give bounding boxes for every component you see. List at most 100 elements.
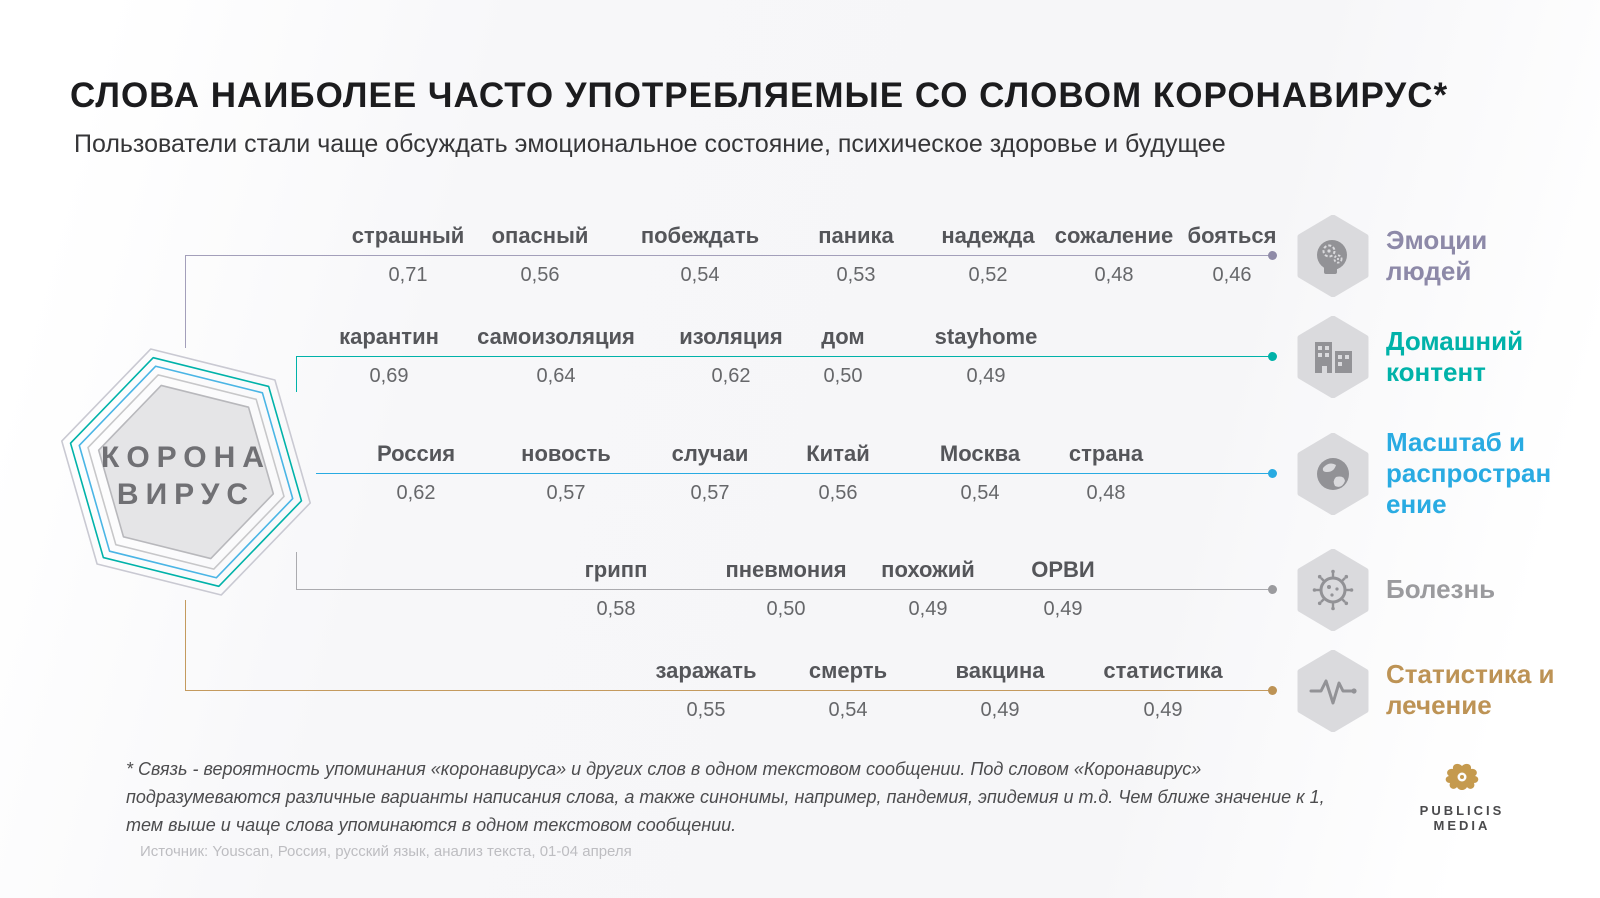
word-label: Китай	[806, 441, 870, 466]
word-item: статистика 0,49	[1103, 658, 1223, 722]
word-label: страна	[1068, 441, 1144, 466]
lion-ornament-icon	[1445, 763, 1479, 790]
publicis-media-logo: PUBLICIS MEDIA	[1402, 760, 1522, 833]
word-item: Китай 0,56	[806, 441, 870, 505]
word-label: похожий	[881, 557, 975, 582]
connector-dot-stats	[1268, 686, 1277, 695]
word-label: вакцина	[955, 658, 1045, 683]
emotions-head-gears-icon	[1297, 215, 1369, 297]
word-label: грипп	[584, 557, 648, 582]
word-value: 0,56	[520, 264, 560, 286]
word-value: 0,49	[1143, 699, 1183, 721]
badge-text-top: КОРОНА	[101, 441, 271, 474]
virus-icon	[1297, 549, 1369, 631]
logo-line1: PUBLICIS	[1419, 803, 1505, 818]
word-item: ОРВИ 0,49	[1031, 558, 1095, 621]
word-item: заражать 0,55	[655, 658, 757, 722]
page-title: СЛОВА НАИБОЛЕЕ ЧАСТО УПОТРЕБЛЯЕМЫЕ СО СЛ…	[70, 76, 1449, 115]
footnote: * Связь - вероятность упоминания «корона…	[126, 759, 1325, 835]
word-item: грипп 0,58	[584, 557, 648, 621]
category-label-disease: Болезнь	[1386, 573, 1496, 604]
page-subtitle: Пользователи стали чаще обсуждать эмоцио…	[74, 130, 1226, 158]
word-item: самоизоляция 0,64	[477, 325, 635, 388]
coronavirus-hexagon-badge: КОРОНА ВИРУС	[61, 348, 311, 596]
word-value: 0,49	[966, 365, 1006, 387]
word-item: похожий 0,49	[881, 557, 975, 621]
category-label-home: Домашний контент	[1386, 326, 1524, 387]
word-label: Москва	[939, 441, 1021, 466]
word-label: stayhome	[934, 324, 1038, 349]
word-label: пневмония	[725, 557, 847, 582]
connector-line-scale	[316, 473, 1272, 474]
word-label: случаи	[671, 441, 749, 466]
word-label: паника	[818, 223, 894, 248]
word-value: 0,57	[546, 482, 586, 504]
word-label: сожаление	[1054, 223, 1174, 248]
connector-vertical-emotions	[185, 255, 186, 348]
connector-line-emotions	[185, 255, 1272, 256]
word-item: вакцина 0,49	[955, 658, 1045, 722]
word-label: надежда	[941, 223, 1035, 248]
word-row-disease: грипп 0,58 пневмония 0,50 похожий 0,49 О…	[0, 558, 1600, 638]
word-value: 0,62	[711, 365, 751, 387]
home-buildings-icon	[1297, 316, 1369, 398]
word-value: 0,62	[396, 482, 436, 504]
word-label: дом	[821, 324, 865, 349]
word-value: 0,50	[766, 598, 806, 620]
word-item: паника 0,53	[818, 223, 894, 287]
word-value: 0,54	[680, 264, 720, 286]
source-line: Источник: Youscan, Россия, русский язык,…	[140, 843, 632, 860]
word-item: надежда 0,52	[941, 223, 1035, 287]
word-value: 0,48	[1086, 482, 1126, 504]
word-row-scale: Россия 0,62 новость 0,57 случаи 0,57 Кит…	[0, 442, 1600, 522]
word-item: страна 0,48	[1068, 441, 1144, 505]
word-value: 0,52	[968, 264, 1008, 286]
word-label: опасный	[491, 223, 589, 248]
word-row-stats: заражать 0,55 смерть 0,54 вакцина 0,49 с…	[0, 659, 1600, 739]
connector-vertical-disease	[296, 552, 297, 589]
word-item: смерть 0,54	[808, 658, 888, 722]
word-value: 0,64	[536, 365, 576, 387]
connector-dot-scale	[1268, 469, 1277, 478]
word-value: 0,54	[828, 699, 868, 721]
word-label: Россия	[376, 441, 456, 466]
word-item: случаи 0,57	[671, 441, 749, 505]
word-item: Москва 0,54	[939, 441, 1021, 505]
word-item: дом 0,50	[821, 324, 865, 388]
category-label-scale: Масштаб и распространение	[1386, 426, 1552, 519]
pulse-icon	[1297, 650, 1369, 732]
word-label: смерть	[808, 658, 888, 683]
word-label: новость	[521, 441, 611, 466]
word-item: Россия 0,62	[376, 441, 456, 505]
word-label: изоляция	[679, 324, 783, 349]
word-item: опасный 0,56	[491, 223, 589, 287]
word-label: страшный	[351, 223, 465, 248]
connector-line-stats	[185, 690, 1272, 691]
word-item: побеждать 0,54	[640, 223, 760, 287]
word-value: 0,50	[823, 365, 863, 387]
word-item: сожаление 0,48	[1054, 223, 1174, 287]
hexagon-rings	[61, 348, 311, 596]
word-value: 0,54	[960, 482, 1000, 504]
word-value: 0,57	[690, 482, 730, 504]
connector-vertical-home	[296, 356, 297, 392]
word-value: 0,49	[1043, 598, 1083, 620]
word-row-home: карантин 0,69 самоизоляция 0,64 изоляция…	[0, 325, 1600, 405]
word-item: пневмония 0,50	[725, 557, 847, 621]
word-value: 0,49	[980, 699, 1020, 721]
category-label-stats: Статистика и лечение	[1386, 659, 1555, 720]
category-label-emotions: Эмоции людей	[1386, 225, 1488, 286]
word-item: карантин 0,69	[339, 324, 439, 388]
word-value: 0,46	[1212, 264, 1252, 286]
globe-icon	[1297, 433, 1369, 515]
word-value: 0,71	[388, 264, 428, 286]
word-label: карантин	[339, 324, 439, 349]
word-item: новость 0,57	[521, 441, 611, 505]
word-label: заражать	[655, 658, 757, 683]
word-item: бояться 0,46	[1188, 224, 1277, 287]
word-item: страшный 0,71	[351, 223, 465, 287]
word-label: статистика	[1103, 658, 1223, 683]
word-value: 0,58	[596, 598, 636, 620]
word-label: побеждать	[640, 223, 760, 248]
